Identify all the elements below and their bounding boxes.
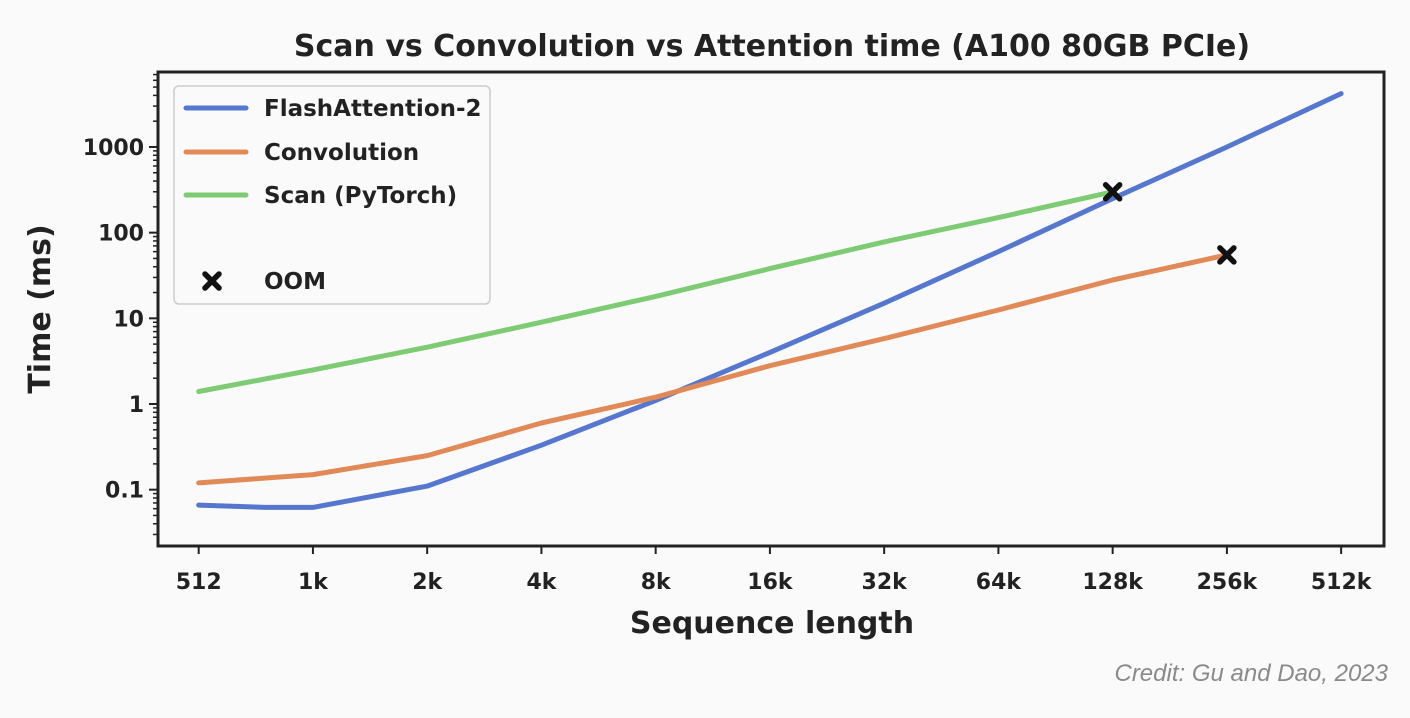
x-tick-label: 16k [747, 570, 794, 595]
legend-label: Convolution [264, 140, 419, 166]
legend-label: FlashAttention-2 [264, 96, 482, 122]
legend-label: Scan (PyTorch) [264, 183, 457, 209]
oom-marker [1217, 245, 1237, 265]
x-axis-label: Sequence length [630, 606, 914, 641]
x-tick-label: 64k [976, 570, 1023, 595]
legend: FlashAttention-2 Convolution Scan (PyTorch… [173, 85, 491, 305]
series-line-scan-pytorch [196, 189, 1116, 394]
oom-stroke [1217, 245, 1237, 265]
x-tick-label: 512k [1311, 570, 1373, 595]
series-line-convolution [196, 252, 1230, 486]
x-tick-label: 2k [412, 570, 443, 595]
x-tick-label: 4k [526, 570, 557, 595]
chart-title: Scan vs Convolution vs Attention time (A… [294, 29, 1250, 64]
y-tick-label: 100 [98, 222, 144, 247]
y-tick-label: 1000 [83, 136, 144, 161]
y-tick-label: 0.1 [105, 479, 144, 504]
y-tick-label: 10 [113, 307, 144, 332]
plot-frame [156, 70, 1386, 548]
oom-marker [1102, 182, 1123, 202]
y-axis-label: Time (ms) [23, 224, 58, 393]
x-tick-label: 128k [1082, 570, 1144, 595]
series-line-flashattention-2 [196, 91, 1344, 510]
x-tick-label: 1k [298, 570, 329, 595]
oom-stroke [202, 271, 222, 291]
legend-label: OOM [264, 269, 326, 295]
legend-box [173, 85, 491, 305]
legend-oom-marker [202, 271, 222, 291]
x-tick-label: 8k [641, 570, 672, 595]
oom-stroke [1102, 182, 1123, 202]
x-tick-label: 256k [1197, 570, 1259, 595]
credit-text: Credit: Gu and Dao, 2023 [1114, 660, 1388, 687]
x-tick-label: 32k [862, 570, 909, 595]
x-tick-label: 512 [176, 570, 222, 595]
y-tick-label: 1 [129, 393, 144, 418]
